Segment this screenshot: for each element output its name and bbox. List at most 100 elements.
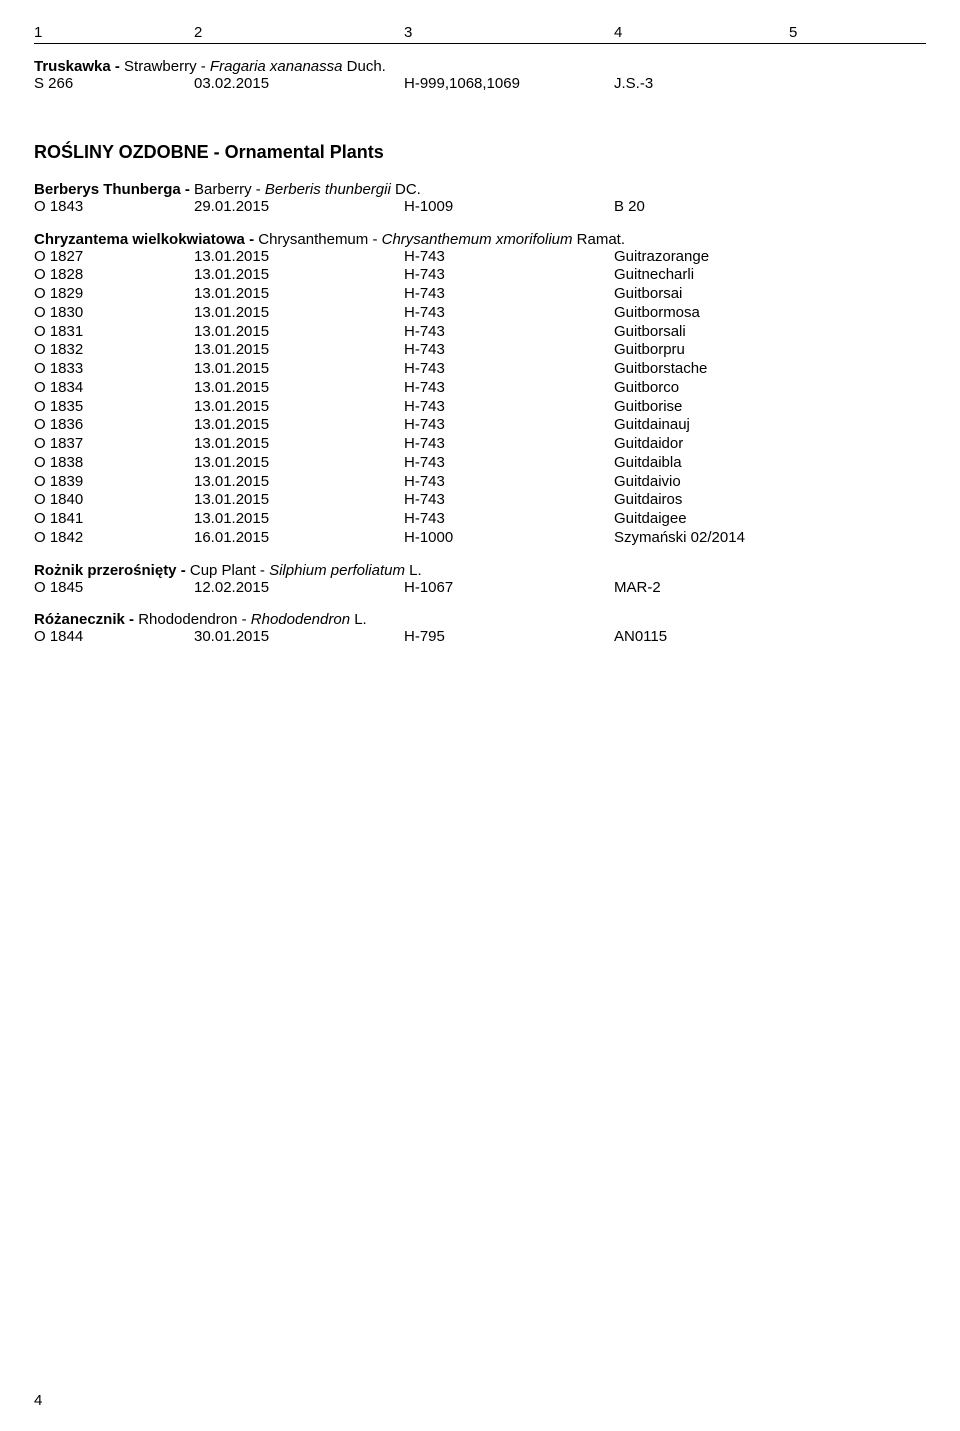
cell: 13.01.2015	[194, 416, 404, 435]
cell: Guitdaigee	[614, 510, 789, 529]
cell: 12.02.2015	[194, 579, 404, 598]
group-truskawka: Truskawka - Strawberry - Fragaria xanana…	[34, 58, 926, 94]
cell: Guitrazorange	[614, 248, 789, 267]
group-berberys: Berberys Thunberga - Barberry - Berberis…	[34, 181, 926, 217]
table-row: O 182713.01.2015H-743Guitrazorange	[34, 248, 926, 267]
cell: 03.02.2015	[194, 75, 404, 94]
cell: O 1834	[34, 379, 194, 398]
col-5: 5	[789, 24, 889, 41]
cell: Guitbormosa	[614, 304, 789, 323]
cell: 29.01.2015	[194, 198, 404, 217]
cell: O 1841	[34, 510, 194, 529]
cell: H-1067	[404, 579, 614, 598]
table-row: O 183313.01.2015H-743Guitborstache	[34, 360, 926, 379]
cell: H-795	[404, 628, 614, 647]
table-row: O 182813.01.2015H-743Guitnecharli	[34, 266, 926, 285]
cell: H-743	[404, 304, 614, 323]
table-row: O 182913.01.2015H-743Guitborsai	[34, 285, 926, 304]
cell: 13.01.2015	[194, 304, 404, 323]
cell: O 1835	[34, 398, 194, 417]
chryzantema-rows: O 182713.01.2015H-743GuitrazorangeO 1828…	[34, 248, 926, 548]
table-row: O 1844 30.01.2015 H-795 AN0115	[34, 628, 926, 647]
cell: H-743	[404, 473, 614, 492]
page-number: 4	[34, 1392, 42, 1409]
cell: 13.01.2015	[194, 323, 404, 342]
group-roznik: Rożnik przerośnięty - Cup Plant - Silphi…	[34, 562, 926, 598]
table-row: S 266 03.02.2015 H-999,1068,1069 J.S.-3	[34, 75, 926, 94]
group-rozanecznik: Różanecznik - Rhododendron - Rhododendro…	[34, 611, 926, 647]
title-italic: Fragaria xananassa	[210, 58, 347, 75]
cell: H-743	[404, 454, 614, 473]
title-bold: Chryzantema wielkokwiatowa -	[34, 231, 258, 248]
cell: O 1836	[34, 416, 194, 435]
cell: 13.01.2015	[194, 435, 404, 454]
cell: AN0115	[614, 628, 789, 647]
cell: H-743	[404, 510, 614, 529]
cell: O 1837	[34, 435, 194, 454]
cell: 30.01.2015	[194, 628, 404, 647]
title-normal: Rhododendron -	[138, 611, 251, 628]
cell: O 1827	[34, 248, 194, 267]
cell: O 1844	[34, 628, 194, 647]
cell: Guitborpru	[614, 341, 789, 360]
title-bold: Truskawka -	[34, 58, 124, 75]
table-row: O 183113.01.2015H-743Guitborsali	[34, 323, 926, 342]
cell: H-1000	[404, 529, 614, 548]
table-row: O 184216.01.2015H-1000Szymański 02/2014	[34, 529, 926, 548]
cell: Guitborsai	[614, 285, 789, 304]
cell: H-743	[404, 491, 614, 510]
table-row: O 183613.01.2015H-743Guitdainauj	[34, 416, 926, 435]
berberys-title: Berberys Thunberga - Barberry - Berberis…	[34, 181, 926, 198]
cell: O 1829	[34, 285, 194, 304]
title-after: DC.	[395, 181, 421, 198]
title-italic: Rhododendron	[251, 611, 354, 628]
cell: H-743	[404, 435, 614, 454]
cell: H-743	[404, 398, 614, 417]
cell: Guitdaidor	[614, 435, 789, 454]
title-normal: Cup Plant -	[190, 562, 269, 579]
rozanecznik-title: Różanecznik - Rhododendron - Rhododendro…	[34, 611, 926, 628]
cell: H-743	[404, 360, 614, 379]
cell: O 1828	[34, 266, 194, 285]
title-bold: Różanecznik -	[34, 611, 138, 628]
truskawka-title: Truskawka - Strawberry - Fragaria xanana…	[34, 58, 926, 75]
cell: H-743	[404, 248, 614, 267]
cell: Guitborstache	[614, 360, 789, 379]
cell: H-1009	[404, 198, 614, 217]
title-after: L.	[354, 611, 367, 628]
ornamental-heading: ROŚLINY OZDOBNE - Ornamental Plants	[34, 142, 926, 163]
table-row: O 184013.01.2015H-743Guitdairos	[34, 491, 926, 510]
cell: 13.01.2015	[194, 266, 404, 285]
col-1: 1	[34, 24, 194, 41]
table-row: O 183213.01.2015H-743Guitborpru	[34, 341, 926, 360]
chryzantema-title: Chryzantema wielkokwiatowa - Chrysanthem…	[34, 231, 926, 248]
cell: O 1840	[34, 491, 194, 510]
cell: 13.01.2015	[194, 454, 404, 473]
cell: 13.01.2015	[194, 341, 404, 360]
cell: 13.01.2015	[194, 379, 404, 398]
cell: J.S.-3	[614, 75, 789, 94]
cell: MAR-2	[614, 579, 789, 598]
cell: 13.01.2015	[194, 491, 404, 510]
cell: O 1842	[34, 529, 194, 548]
cell: Guitborsali	[614, 323, 789, 342]
cell: 13.01.2015	[194, 473, 404, 492]
cell: H-743	[404, 341, 614, 360]
title-normal: Barberry -	[194, 181, 265, 198]
table-row: O 183013.01.2015H-743Guitbormosa	[34, 304, 926, 323]
table-row: O 183913.01.2015H-743Guitdaivio	[34, 473, 926, 492]
cell: S 266	[34, 75, 194, 94]
title-italic: Chrysanthemum xmorifolium	[382, 231, 577, 248]
title-italic: Silphium perfoliatum	[269, 562, 409, 579]
cell: H-743	[404, 266, 614, 285]
cell: 13.01.2015	[194, 360, 404, 379]
title-italic: Berberis thunbergii	[265, 181, 395, 198]
cell: O 1832	[34, 341, 194, 360]
title-normal: Strawberry -	[124, 58, 210, 75]
title-after: Ramat.	[577, 231, 625, 248]
cell: Guitdairos	[614, 491, 789, 510]
table-row: O 1845 12.02.2015 H-1067 MAR-2	[34, 579, 926, 598]
cell: H-743	[404, 323, 614, 342]
cell: Guitdainauj	[614, 416, 789, 435]
cell: Guitborise	[614, 398, 789, 417]
